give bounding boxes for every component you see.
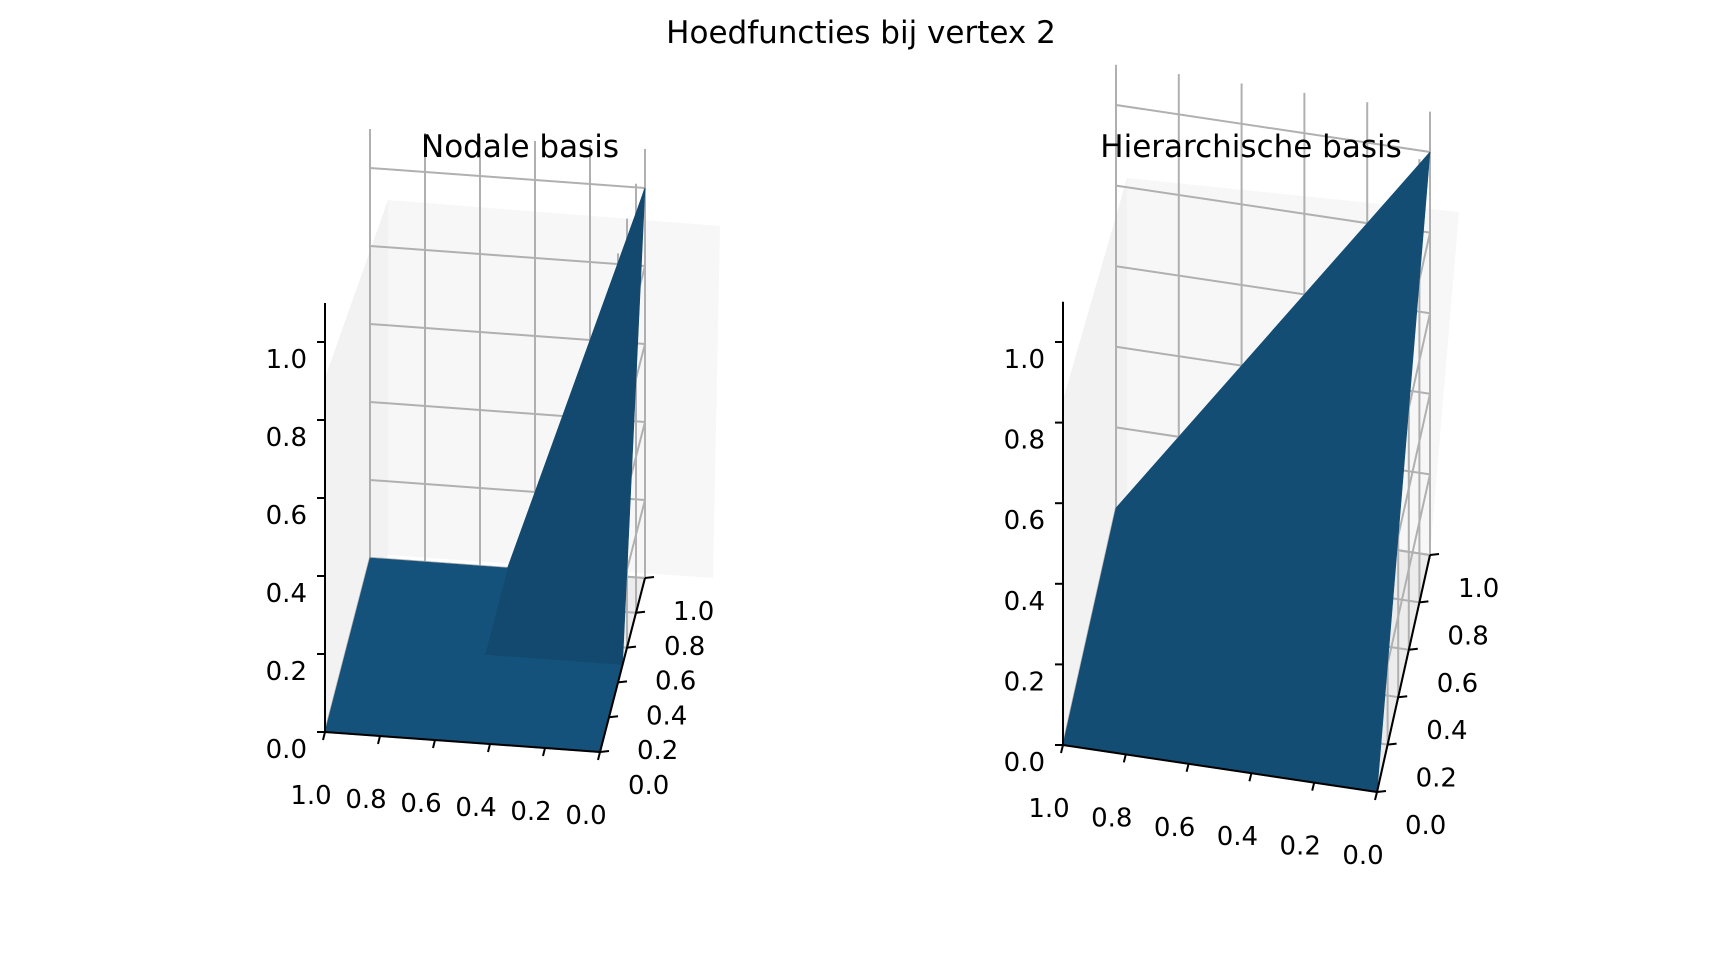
y-tick-label: 0.8 (1447, 621, 1488, 651)
y-axis-line (1376, 554, 1431, 793)
x-tick-label: 0.6 (1154, 813, 1195, 843)
z-tick-label: 0.8 (266, 423, 307, 453)
subplot-title: Hierarchische basis (1100, 129, 1401, 165)
surface (323, 187, 646, 753)
figure-suptitle: Hoedfuncties bij vertex 2 (666, 15, 1056, 51)
z-tick-label: 0.6 (266, 501, 307, 531)
x-axis-line (1062, 744, 1378, 793)
y-tick-label: 0.2 (637, 736, 678, 766)
z-tick-label: 1.0 (1004, 345, 1045, 375)
y-tick-label: 0.0 (1405, 811, 1446, 841)
y-tick-label: 0.4 (1426, 716, 1467, 746)
z-tick-label: 0.2 (266, 657, 307, 687)
left-pane (1063, 178, 1127, 745)
x-tick-label: 0.6 (400, 789, 441, 819)
y-tick-label: 0.6 (1437, 669, 1478, 699)
z-tick-label: 0.4 (1004, 587, 1045, 617)
y-tick-label: 0.8 (664, 632, 705, 662)
subplot-hierarchical-basis: 1.0 0.8 0.6 0.4 0.2 0.0 0.0 0.2 0.4 0.6 0.8 1.0 0.0 0… (1004, 64, 1499, 871)
z-tick-label: 0.0 (1004, 748, 1045, 778)
z-tick-label: 0.2 (1004, 667, 1045, 697)
x-tick-label: 0.2 (510, 797, 551, 827)
x-tick-label: 0.2 (1280, 832, 1321, 862)
x-axis-line (324, 731, 601, 753)
surface (1062, 151, 1431, 793)
surface-triangle (324, 644, 487, 733)
x-tick-label: 0.0 (565, 801, 606, 831)
x-tick-label: 0.8 (345, 785, 386, 815)
y-tick-label: 0.0 (628, 771, 669, 801)
y-axis-line (599, 577, 646, 753)
subplot-nodal-basis: 1.0 0.8 0.6 0.4 0.2 0.0 0.0 0.2 0.4 0.6 0.8 1.0 0.0 0… (266, 129, 720, 831)
z-tick-label: 0.4 (266, 579, 307, 609)
z-tick-label: 0.6 (1004, 506, 1045, 536)
z-tick-label: 1.0 (266, 345, 307, 375)
y-tick-label: 0.4 (646, 701, 687, 731)
axes-lines (1062, 301, 1431, 793)
z-tick-label: 0.8 (1004, 426, 1045, 456)
x-tick-label: 0.0 (1342, 841, 1383, 871)
subplot-title: Nodale basis (421, 129, 619, 165)
y-tick-label: 0.6 (655, 667, 696, 697)
x-tick-label: 1.0 (1028, 794, 1069, 824)
y-tick-label: 1.0 (1458, 574, 1499, 604)
x-tick-label: 0.4 (455, 793, 496, 823)
y-tick-label: 0.2 (1416, 764, 1457, 794)
y-tick-label: 1.0 (673, 597, 714, 627)
x-tick-label: 0.8 (1091, 803, 1132, 833)
axes-lines (324, 303, 646, 753)
z-tick-label: 0.0 (266, 735, 307, 765)
surface-triangle (1062, 448, 1247, 746)
x-tick-label: 1.0 (290, 781, 331, 811)
x-tick-label: 0.4 (1217, 822, 1258, 852)
